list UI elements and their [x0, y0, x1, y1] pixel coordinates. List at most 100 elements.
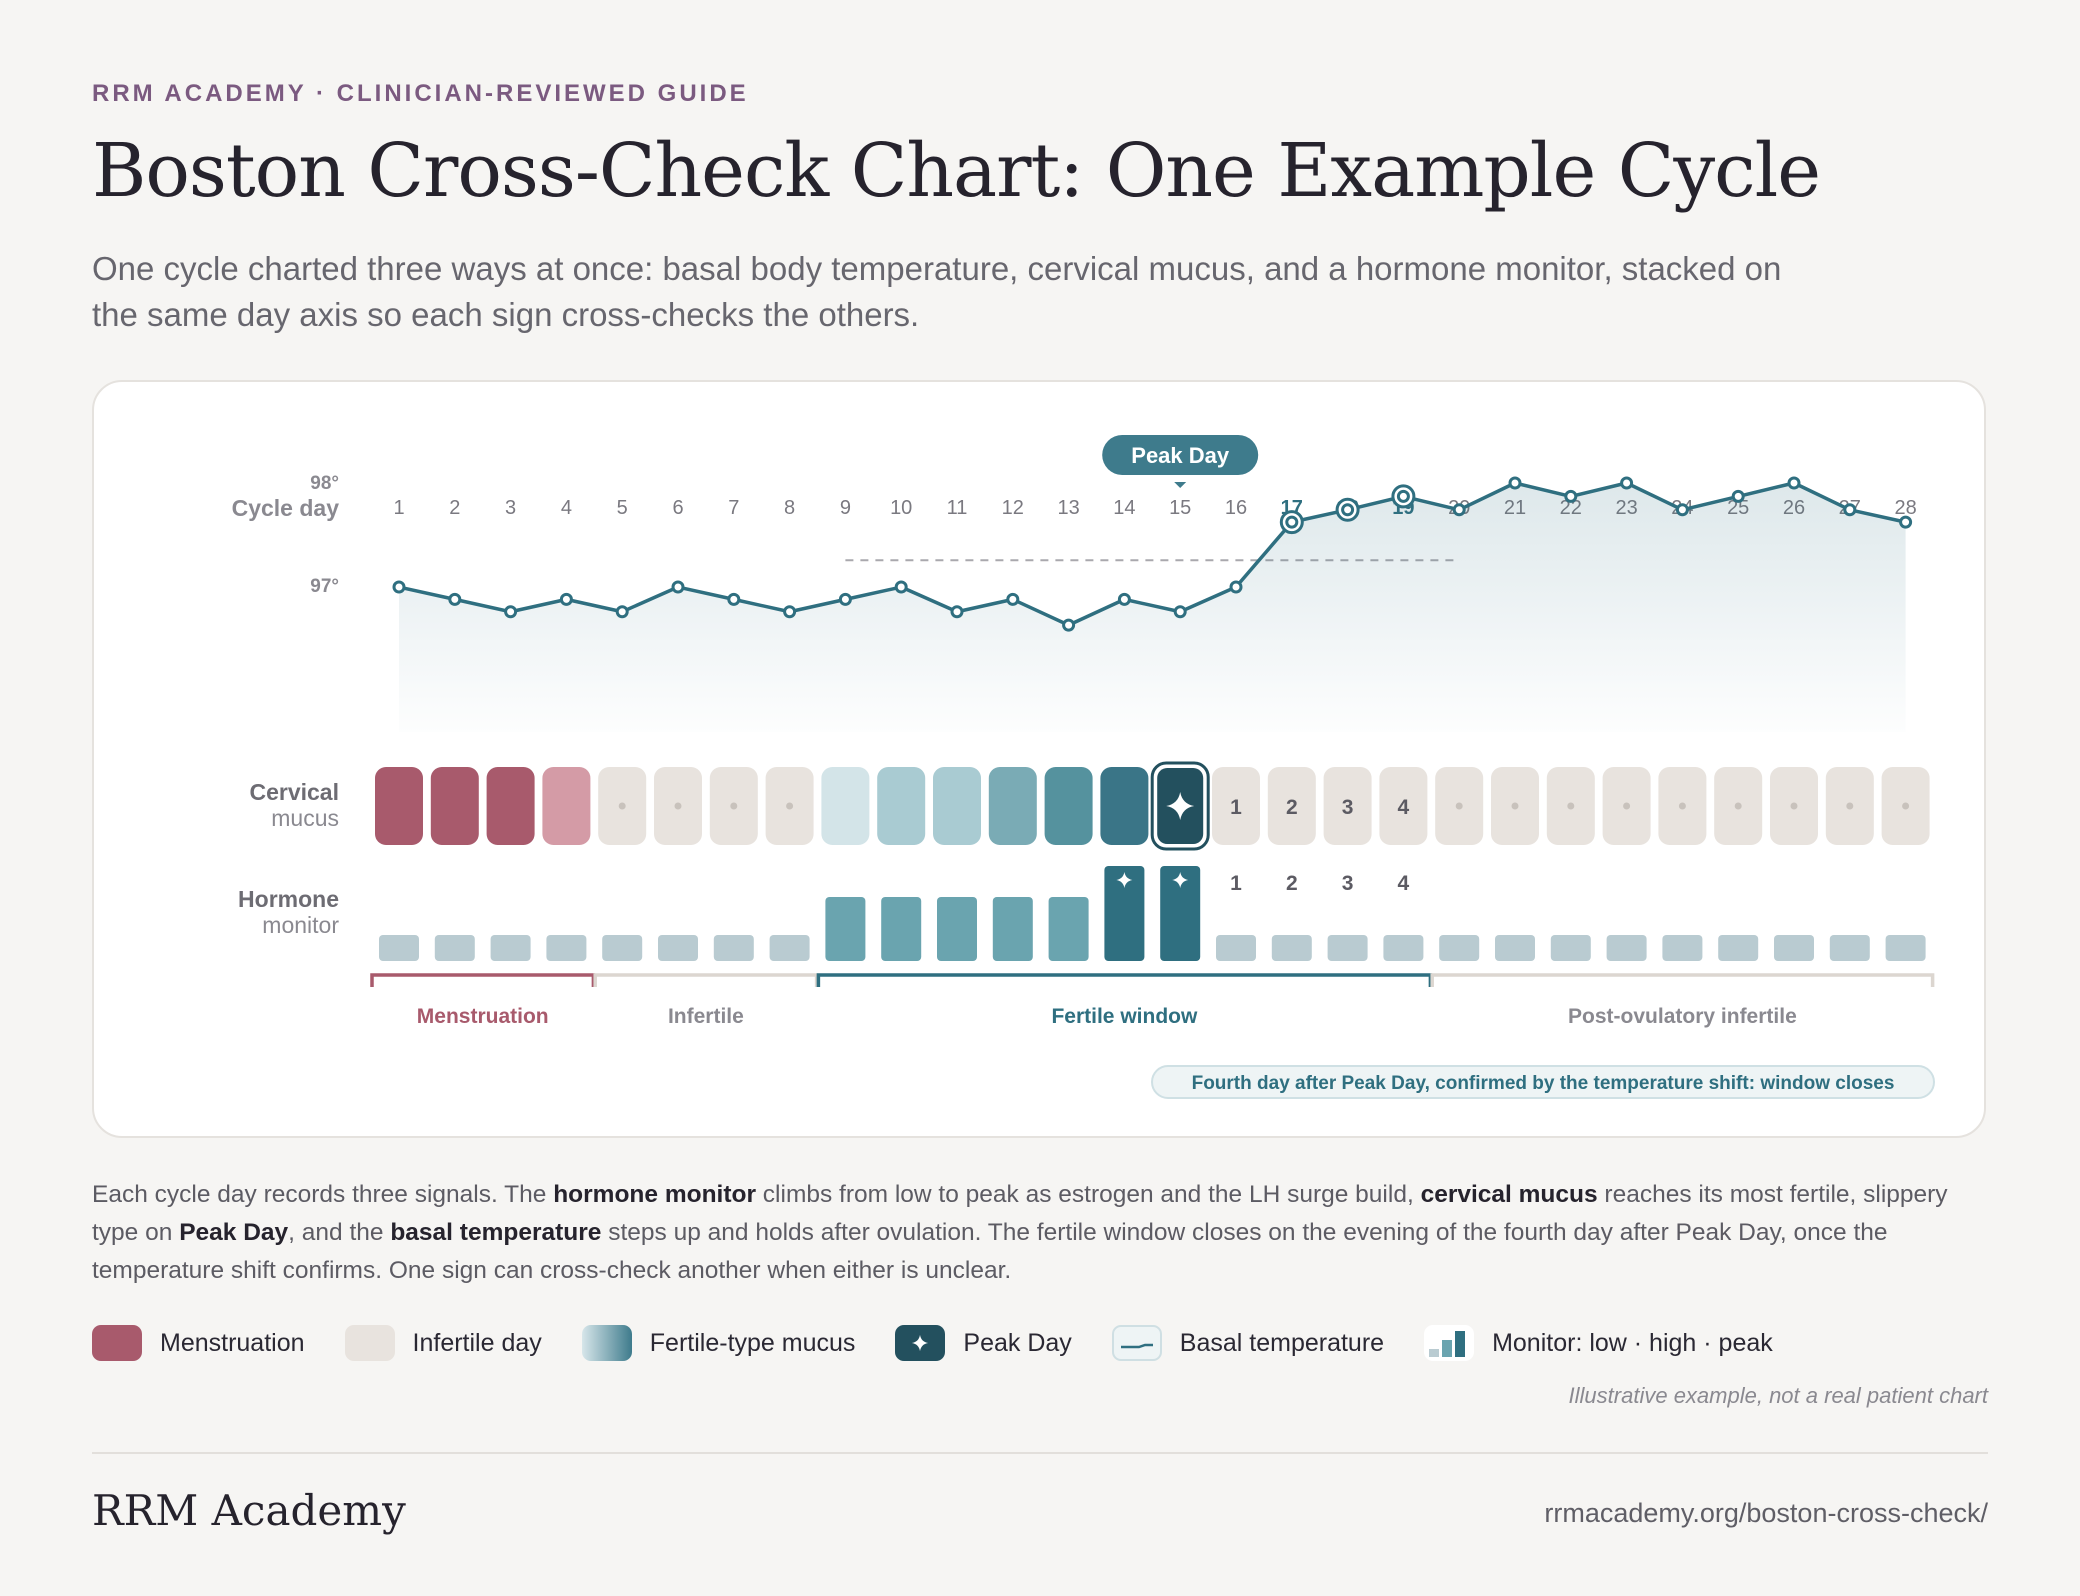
dry-dot	[1790, 802, 1798, 810]
temp-point	[504, 605, 518, 619]
temp-point	[1787, 476, 1801, 490]
dry-dot	[1567, 802, 1575, 810]
legend-label: Basal temperature	[1179, 1328, 1385, 1357]
mucus-tile	[1323, 767, 1372, 845]
monitor-bar	[546, 935, 587, 961]
dry-dot	[1511, 802, 1519, 810]
legend-item-monitor: Monitor: low · high · peak	[1424, 1325, 1773, 1361]
temp-point	[1173, 605, 1187, 619]
temp-point	[1675, 503, 1689, 517]
temp-point	[1062, 618, 1076, 632]
monitor-count-label: 3	[1342, 872, 1354, 895]
annotation-pill	[1151, 1065, 1935, 1099]
monitor-bar	[1383, 935, 1424, 961]
day-number: 28	[1894, 497, 1916, 519]
monitor-bar	[1550, 935, 1591, 961]
phase-bracket	[593, 973, 819, 987]
monitor-swatch	[1424, 1325, 1475, 1361]
desc-bold-cervical-mucus: cervical mucus	[1420, 1181, 1598, 1208]
sparkle-icon	[1166, 792, 1195, 820]
temp-point	[1229, 580, 1243, 594]
mucus-tile	[486, 767, 535, 845]
mucus-tile	[430, 767, 479, 845]
monitor-bar	[713, 935, 754, 961]
footer-divider	[92, 1452, 1988, 1454]
temp-y-tick: 98°	[310, 473, 339, 494]
monitor-bar	[1160, 866, 1201, 961]
temp-point	[1564, 489, 1578, 503]
desc-text-3: reaches its most fertile, slippery type …	[92, 1181, 1948, 1246]
day-number: 5	[617, 497, 628, 519]
legend-item-fertile-mucus: Fertile-type mucus	[581, 1325, 855, 1361]
mucus-tile	[877, 767, 926, 845]
day-number: 10	[890, 497, 912, 519]
temp-line-icon	[1120, 1343, 1153, 1349]
monitor-bar	[1495, 935, 1535, 961]
mucus-tile	[542, 767, 591, 845]
phase-label: Menstruation	[417, 1005, 549, 1028]
monitor-count-label: 4	[1398, 872, 1410, 895]
count-label: 4	[1398, 796, 1410, 819]
monitor-count-label: 2	[1286, 872, 1298, 895]
dry-dot	[1623, 802, 1631, 810]
monitor-bar	[658, 935, 698, 961]
temp-point	[1006, 592, 1020, 606]
monitor-row-sublabel: monitor	[262, 912, 339, 938]
temp-point	[1620, 476, 1634, 490]
temp-point	[894, 580, 908, 594]
phase-bracket	[370, 973, 596, 987]
day-number: 3	[505, 497, 516, 519]
monitor-bar	[1104, 866, 1145, 961]
temp-point	[783, 605, 797, 619]
temp-y-tick: 97°	[310, 576, 339, 597]
temp-point	[1843, 503, 1857, 517]
day-number: 7	[728, 497, 739, 519]
temp-point	[615, 605, 629, 619]
monitor-bar	[1216, 935, 1256, 961]
desc-bold-peak-day: Peak Day	[179, 1219, 289, 1246]
desc-text-1: Each cycle day records three signals. Th…	[92, 1181, 554, 1208]
monitor-bar	[1439, 935, 1480, 961]
monitor-bar	[1606, 935, 1647, 961]
legend-item-infertile: Infertile day	[344, 1325, 542, 1361]
day-number: 4	[561, 497, 572, 519]
desc-bold-basal-temperature: basal temperature	[390, 1219, 602, 1246]
day-number: 12	[1002, 497, 1024, 519]
day-number: 8	[784, 497, 795, 519]
day-number: 6	[672, 497, 683, 519]
dry-dot	[730, 802, 738, 810]
infertile-swatch	[344, 1325, 395, 1361]
peak-day-pill	[1102, 435, 1259, 475]
dry-dot	[674, 802, 682, 810]
mucus-tile	[1267, 767, 1316, 845]
sparkle-icon	[912, 1334, 929, 1352]
temp-shift-point	[1285, 515, 1299, 529]
peak-day-label: Peak Day	[1131, 443, 1230, 468]
dry-dot	[1734, 802, 1742, 810]
monitor-bar	[881, 897, 922, 961]
count-label: 2	[1286, 796, 1298, 819]
count-label: 3	[1342, 796, 1354, 819]
legend-item-peak-day: Peak Day	[895, 1325, 1072, 1361]
footer-url[interactable]: rrmacademy.org/boston-cross-check/	[1544, 1498, 1988, 1528]
mucus-tile	[375, 767, 423, 845]
legend-item-basal-temperature: Basal temperature	[1111, 1325, 1385, 1361]
menstruation-swatch	[92, 1325, 142, 1361]
dry-dot	[1902, 802, 1910, 810]
subtitle: One cycle charted three ways at once: ba…	[92, 250, 1782, 333]
phase-label: Infertile	[668, 1005, 744, 1028]
dry-dot	[786, 802, 794, 810]
mucus-tile	[1100, 767, 1149, 845]
mucus-row-sublabel: mucus	[271, 805, 339, 831]
desc-bold-hormone-monitor: hormone monitor	[553, 1181, 756, 1208]
legend-label: Infertile day	[412, 1328, 542, 1357]
temp-shift-point	[1341, 503, 1355, 517]
monitor-bars-icon	[1429, 1331, 1466, 1357]
temp-shift-point	[1396, 489, 1410, 503]
monitor-bar	[1774, 935, 1814, 961]
temp-point	[1452, 503, 1466, 517]
peak-day-swatch	[895, 1325, 946, 1361]
monitor-bar	[1662, 935, 1703, 961]
legend: Menstruation Infertile day Fertile-type …	[92, 1323, 1813, 1363]
